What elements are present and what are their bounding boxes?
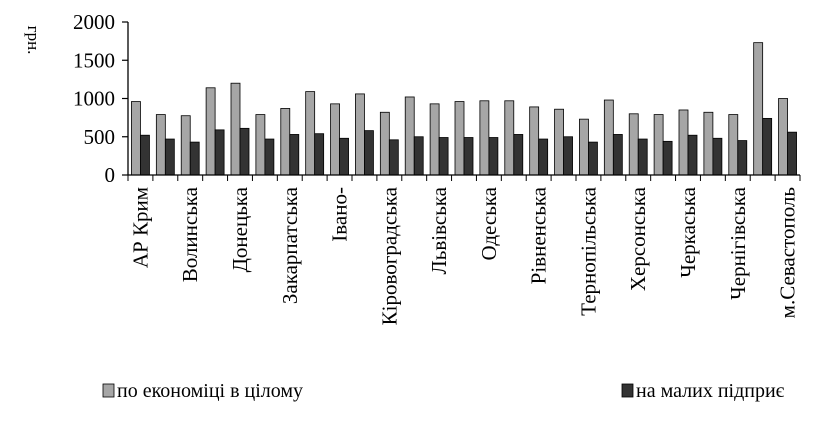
x-tick-label: Закарпатська: [278, 186, 302, 304]
bar-small-enterprises: [762, 117, 773, 176]
bar-small-enterprises: [737, 140, 748, 176]
bar-small-enterprises: [588, 141, 598, 176]
bar-small-enterprises: [662, 140, 673, 176]
x-tick-label: Волинська: [178, 186, 202, 282]
x-tick-label: Черкаська: [676, 186, 700, 277]
bar-small-enterprises: [388, 139, 399, 176]
bar-small-enterprises: [538, 138, 549, 176]
y-tick-label: 1000: [73, 87, 115, 111]
bar-small-enterprises: [612, 134, 623, 176]
bar-small-enterprises: [488, 137, 499, 176]
y-tick-label: 500: [84, 125, 116, 149]
bar-economy: [653, 114, 664, 176]
bar-economy: [280, 108, 291, 176]
bar-economy: [579, 118, 589, 176]
bar-economy: [255, 114, 266, 176]
bar-small-enterprises: [787, 131, 797, 176]
bar-economy: [703, 111, 714, 176]
bar-small-enterprises: [289, 134, 300, 176]
bar-economy: [404, 96, 415, 176]
bar-small-enterprises: [140, 134, 150, 176]
bar-economy: [554, 108, 564, 176]
bar-economy: [180, 115, 191, 176]
x-tick-label: Кіровоградська: [377, 186, 401, 325]
bar-economy: [230, 82, 241, 176]
bar-economy: [753, 42, 764, 176]
x-tick-label: Тернопільська: [576, 186, 600, 315]
x-tick-label: Івано-: [328, 187, 352, 242]
bar-economy: [305, 91, 316, 176]
bar-small-enterprises: [712, 137, 723, 176]
bar-economy: [603, 99, 614, 176]
bar-small-enterprises: [314, 133, 325, 176]
x-tick-label: Чернігівська: [726, 186, 750, 300]
legend-swatch: [621, 383, 634, 398]
bar-small-enterprises: [637, 138, 648, 176]
bar-economy: [205, 87, 216, 176]
y-tick-label: 0: [105, 163, 116, 187]
bar-economy: [778, 98, 788, 176]
x-axis: АР Крим Волинська Донецька Закарпатська Іван…: [127, 174, 801, 325]
bar-economy: [504, 100, 515, 176]
x-tick-label: Одеська: [477, 186, 501, 260]
bar-economy: [728, 114, 739, 176]
bar-small-enterprises: [413, 136, 424, 176]
bar-economy: [379, 111, 390, 176]
bars: [131, 42, 797, 176]
legend-label: на малих підприє: [636, 380, 785, 402]
bar-small-enterprises: [513, 134, 524, 176]
y-tick-label: 1500: [73, 48, 115, 72]
bar-small-enterprises: [214, 129, 225, 176]
bar-economy: [355, 93, 365, 176]
bar-small-enterprises: [687, 134, 698, 176]
bar-small-enterprises: [164, 138, 175, 176]
bar-economy: [529, 106, 540, 176]
x-tick-label: Херсонська: [626, 186, 650, 291]
bar-economy: [330, 103, 340, 176]
y-tick-label: 2000: [73, 10, 115, 34]
bar-small-enterprises: [239, 127, 250, 176]
x-tick-label: Донецька: [228, 186, 252, 272]
bar-small-enterprises: [364, 130, 374, 176]
x-tick-label: Рівненська: [527, 186, 551, 284]
bar-economy: [131, 101, 141, 176]
bar-small-enterprises: [438, 137, 449, 176]
bar-small-enterprises: [339, 137, 349, 176]
legend-swatch: [102, 383, 115, 398]
bar-small-enterprises: [463, 137, 474, 176]
bar-economy: [155, 114, 166, 176]
bar-economy: [628, 113, 639, 176]
bar-economy: [678, 109, 689, 176]
legend-label: по економіці в цілому: [117, 380, 303, 402]
bar-small-enterprises: [563, 136, 573, 176]
bar-economy: [479, 100, 490, 176]
x-tick-label: АР Крим: [128, 187, 152, 268]
bar-economy: [429, 103, 440, 176]
y-axis: 0 500 1000 1500 2000: [73, 10, 129, 187]
legend: по економіці в цілому на малих підприє: [102, 380, 785, 402]
bar-small-enterprises: [264, 138, 275, 176]
bar-economy: [454, 101, 465, 176]
y-axis-label: грн.: [24, 26, 43, 55]
x-tick-label: Львівська: [427, 186, 451, 274]
x-tick-label: м.Севастополь: [776, 187, 800, 318]
bar-small-enterprises: [189, 141, 200, 176]
